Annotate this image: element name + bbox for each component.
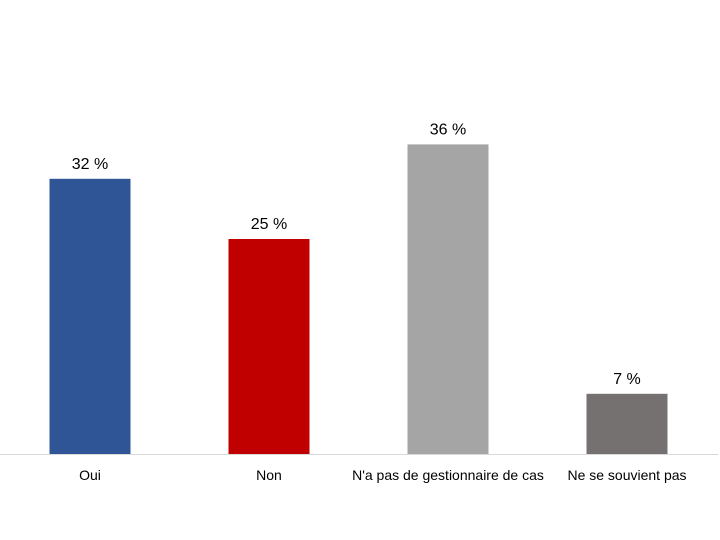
- bar-2: [407, 144, 489, 454]
- x-tick-label-0: Oui: [79, 467, 101, 483]
- x-tick-label-2: N'a pas de gestionnaire de cas: [352, 467, 544, 483]
- data-label-1: 25 %: [251, 216, 287, 233]
- x-tick-label-1: Non: [256, 467, 282, 483]
- bar-1: [228, 239, 310, 454]
- data-label-0: 32 %: [72, 156, 108, 173]
- data-label-3: 7 %: [613, 371, 641, 388]
- data-label-2: 36 %: [430, 121, 466, 138]
- bar-0: [49, 178, 131, 455]
- bar-3: [586, 393, 668, 454]
- x-tick-label-3: Ne se souvient pas: [567, 467, 686, 483]
